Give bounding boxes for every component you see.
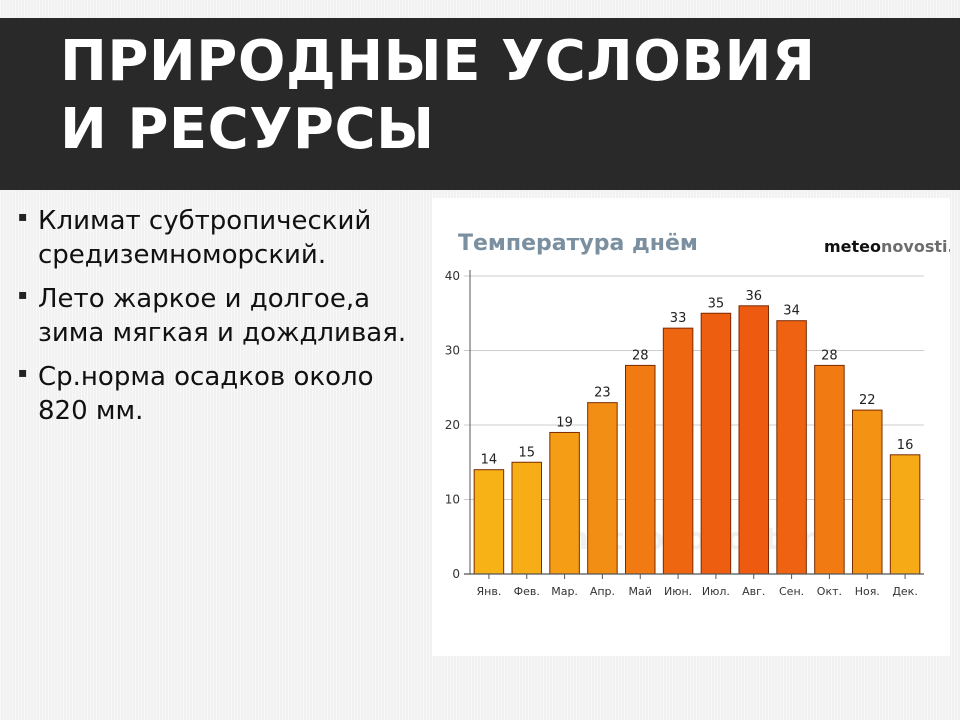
bullet-marker-icon: ▪: [18, 365, 28, 381]
chart-title: Температура днём: [458, 231, 698, 256]
bar-value-label: 22: [859, 393, 876, 408]
x-tick-label: Авг.: [742, 585, 765, 598]
temperature-chart: Температура днём meteonovosti.ru 0 10 20 30…: [445, 231, 950, 598]
bar: [889, 454, 921, 575]
bar-value-label: 14: [481, 453, 498, 468]
x-tick-label: Ноя.: [855, 585, 880, 598]
y-tick-label: 10: [445, 493, 460, 507]
plot-area: 010203040meteonovosti.ru14Янв.15Фев.19Ма…: [445, 269, 924, 598]
bar: [549, 431, 580, 575]
bar-value-label: 16: [897, 438, 914, 453]
y-tick-label: 20: [445, 418, 460, 432]
x-tick-label: Фев.: [514, 585, 540, 598]
bar-value-label: 33: [670, 311, 687, 326]
bar: [738, 305, 770, 575]
slide-title: ПРИРОДНЫЕ УСЛОВИЯ И РЕСУРСЫ: [60, 29, 816, 162]
x-tick-label: Апр.: [590, 585, 615, 598]
bar: [700, 312, 732, 575]
x-tick-label: Июл.: [702, 585, 730, 598]
bar-value-label: 35: [708, 296, 725, 311]
bar: [473, 469, 505, 575]
bar: [814, 364, 845, 575]
bar-value-label: 28: [821, 348, 838, 363]
bullet-item: ▪ Лето жаркое и долгое,а зима мягкая и д…: [16, 282, 416, 350]
brand-bold: meteo: [824, 237, 881, 256]
y-tick-label: 40: [445, 269, 460, 283]
bullet-item: ▪ Климат субтропический средиземноморски…: [16, 204, 416, 272]
x-tick-label: Май: [629, 585, 652, 598]
bar-value-label: 36: [745, 289, 762, 304]
bar: [624, 364, 656, 575]
x-tick-label: Окт.: [817, 585, 842, 598]
bullet-list: ▪ Климат субтропический средиземноморски…: [16, 204, 416, 438]
chart-panel: Температура днём meteonovosti.ru 0 10 20 30…: [432, 198, 950, 656]
y-tick-label: 30: [445, 344, 460, 358]
bullet-marker-icon: ▪: [18, 209, 28, 225]
bar-value-label: 15: [518, 445, 535, 460]
bullet-text: Лето жаркое и долгое,а зима мягкая и дож…: [38, 284, 407, 348]
brand-regular: novosti.ru: [881, 237, 950, 256]
x-tick-label: Дек.: [892, 585, 918, 598]
x-tick-label: Мар.: [551, 585, 578, 598]
bullet-text: Климат субтропический средиземноморский.: [38, 206, 372, 270]
x-tick-label: Янв.: [477, 585, 502, 598]
bar-value-label: 34: [783, 304, 800, 319]
bar-value-label: 28: [632, 348, 649, 363]
y-tick-label: 0: [452, 567, 460, 581]
bullet-text: Ср.норма осадков около 820 мм.: [38, 362, 374, 426]
bar: [662, 327, 694, 575]
x-tick-label: Июн.: [664, 585, 692, 598]
bar-value-label: 19: [556, 415, 573, 430]
bullet-item: ▪ Ср.норма осадков около 820 мм.: [16, 360, 416, 428]
bar: [776, 320, 807, 575]
bar: [587, 402, 618, 575]
brand-logo: meteonovosti.ru: [824, 237, 950, 256]
bullet-marker-icon: ▪: [18, 287, 28, 303]
bar-value-label: 23: [594, 386, 611, 401]
bar: [511, 461, 543, 575]
bar: [851, 409, 883, 575]
x-tick-label: Сен.: [779, 585, 804, 598]
title-bar: [0, 18, 960, 190]
